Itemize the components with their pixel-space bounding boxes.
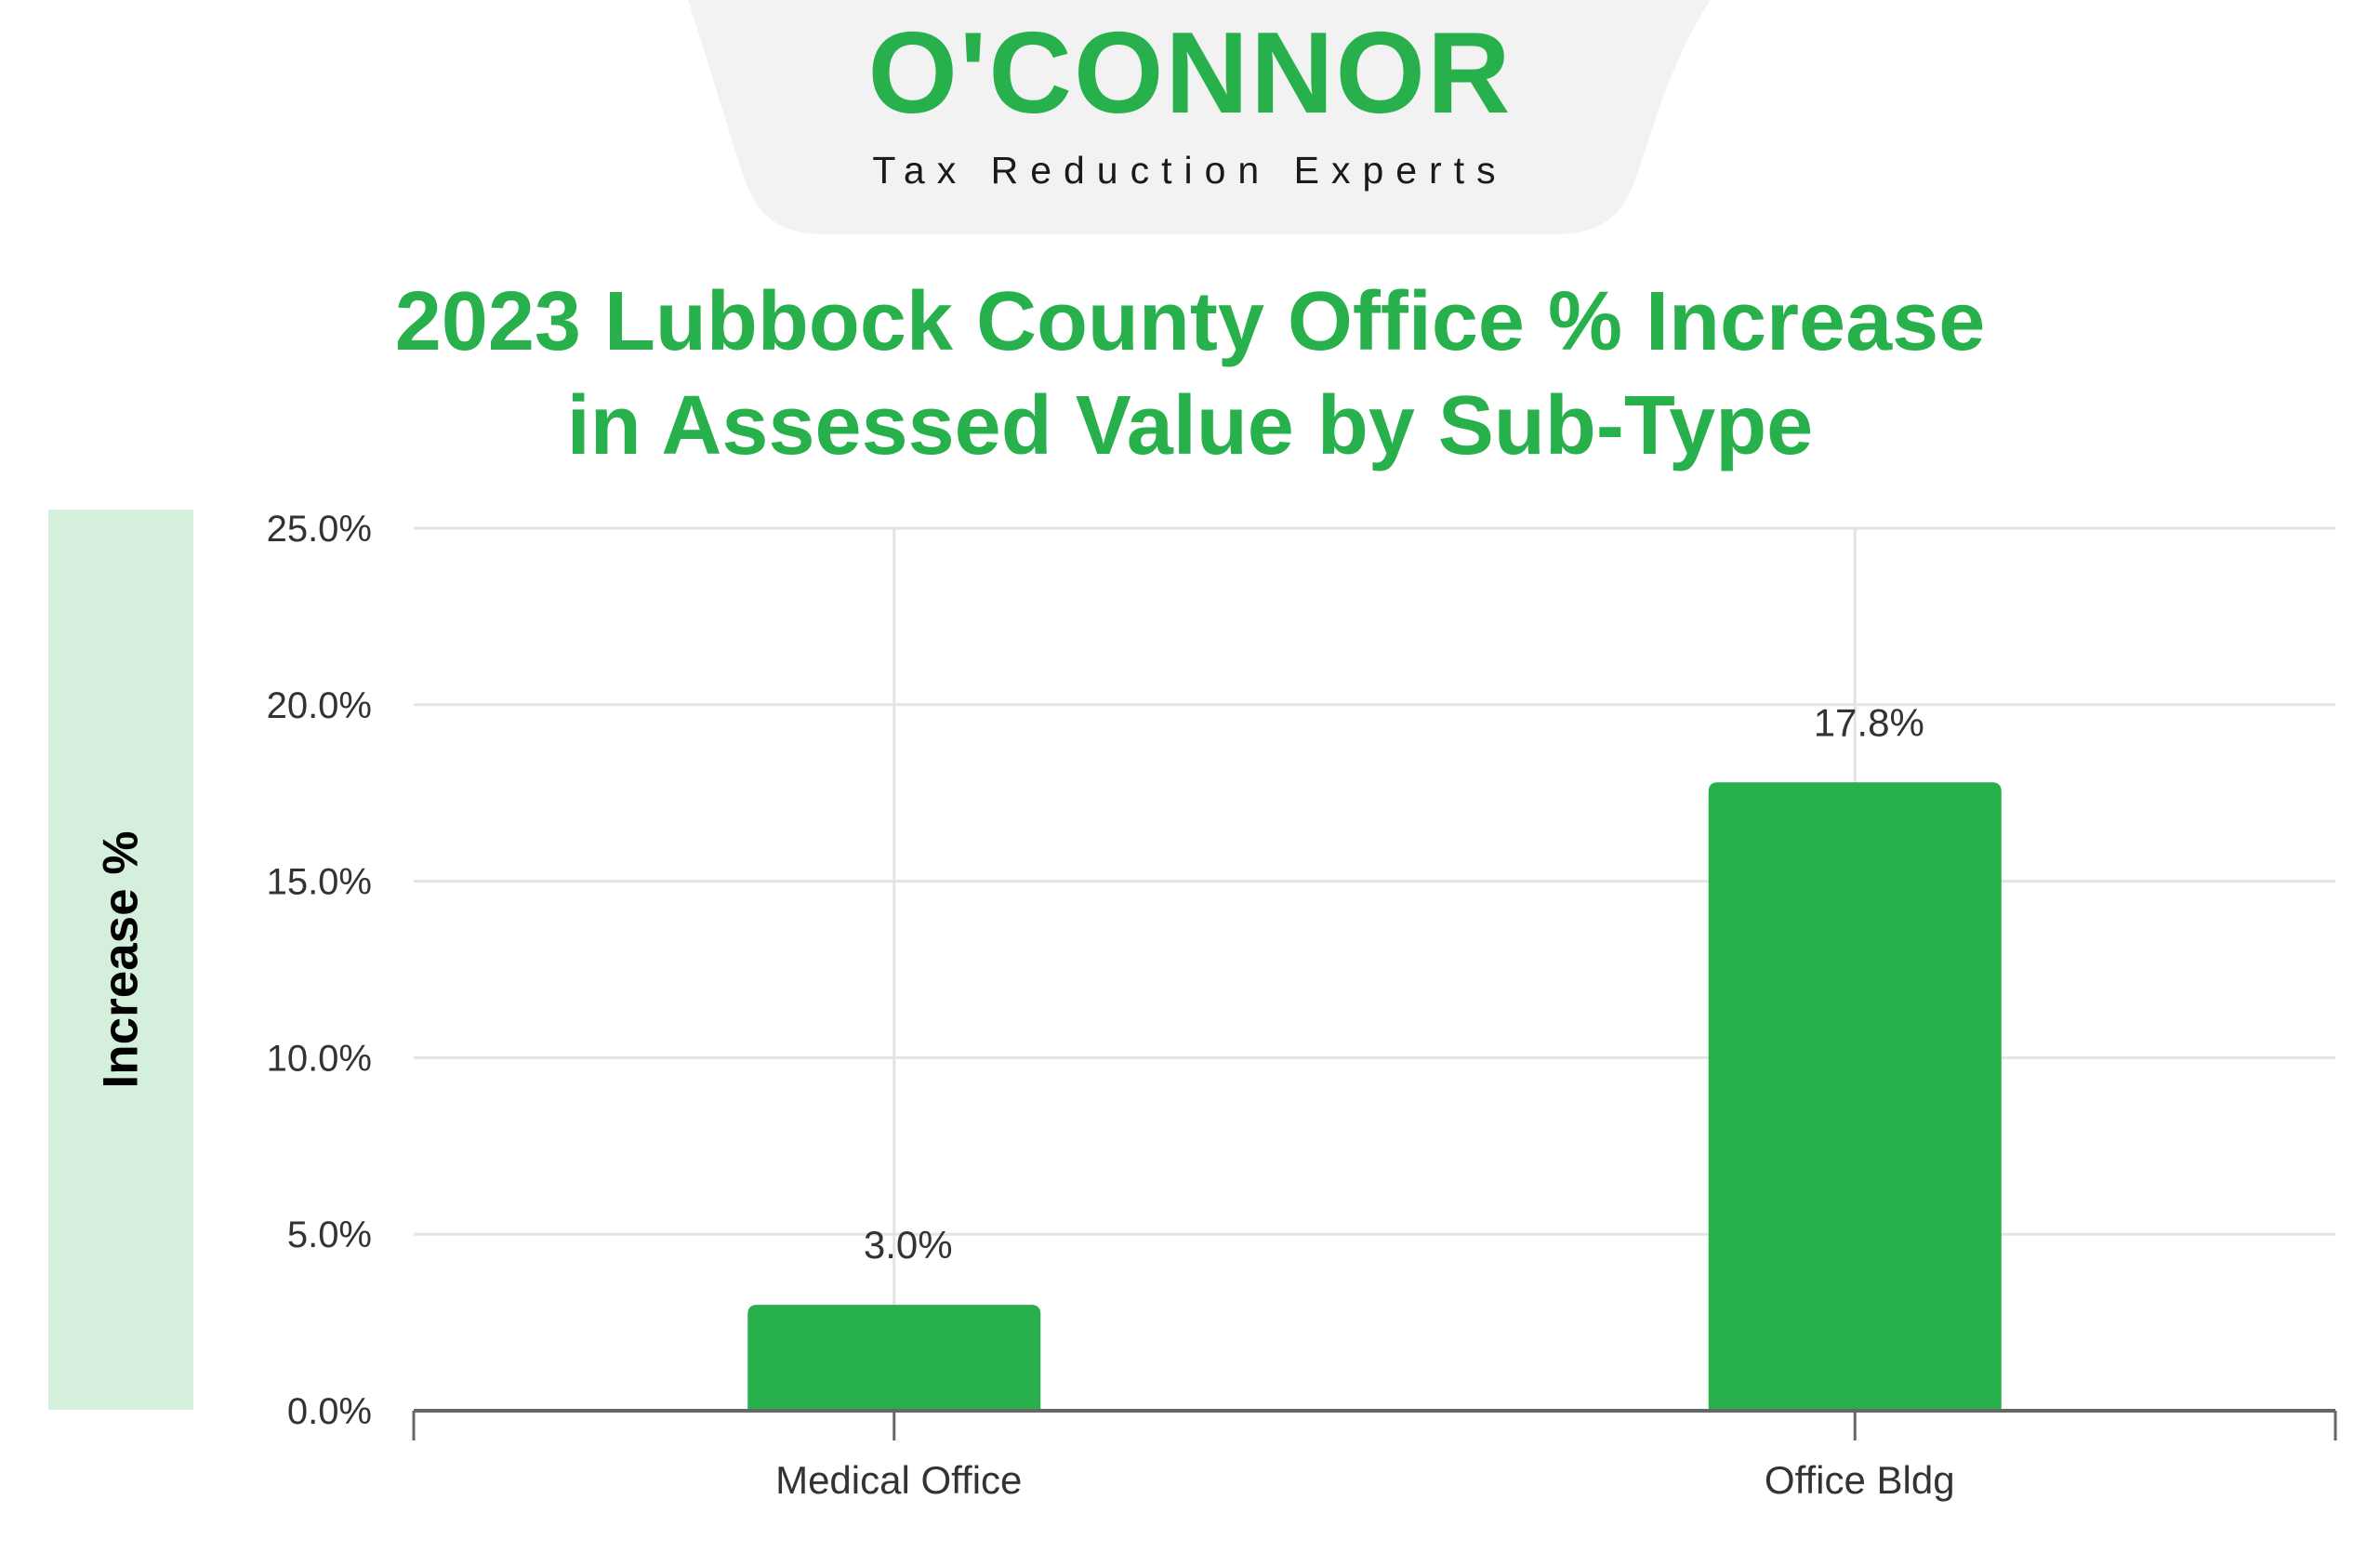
chart-title-line-1: 2023 Lubbock County Office % Increase [394,275,1986,368]
chart-title: 2023 Lubbock County Office % Increase in… [0,270,2380,478]
x-axis [412,1409,2337,1440]
brand-tagline: Tax Reduction Experts [872,149,1508,192]
bar-medical-office [747,1305,1041,1411]
y-tick-label: 25.0% [267,509,372,550]
data-label: 17.8% [1814,700,1924,744]
brand-logo-wordmark: O'CONNOR [867,9,1513,138]
data-labels: 3.0% 17.8% [864,700,1924,1267]
x-tick-label: Office Bldg [1765,1458,1955,1502]
bars [747,782,2002,1411]
x-tick-label: Medical Office [775,1458,1022,1502]
y-tick-label: 10.0% [267,1038,372,1079]
logo-background-tab [688,0,1711,234]
y-axis-label-band [48,510,193,1410]
x-tick-labels: Medical Office Office Bldg [775,1458,1955,1502]
data-label: 3.0% [864,1223,953,1267]
y-tick-label: 0.0% [287,1391,372,1432]
y-tick-label: 5.0% [287,1215,372,1255]
bar-office-bldg [1708,782,2002,1411]
chart-title-line-2: in Assessed Value by Sub-Type [566,379,1814,472]
gridlines [414,526,2335,1236]
y-tick-label: 20.0% [267,685,372,726]
y-tick-label: 15.0% [267,862,372,903]
y-tick-labels: 0.0% 5.0% 10.0% 15.0% 20.0% 25.0% [267,509,372,1432]
